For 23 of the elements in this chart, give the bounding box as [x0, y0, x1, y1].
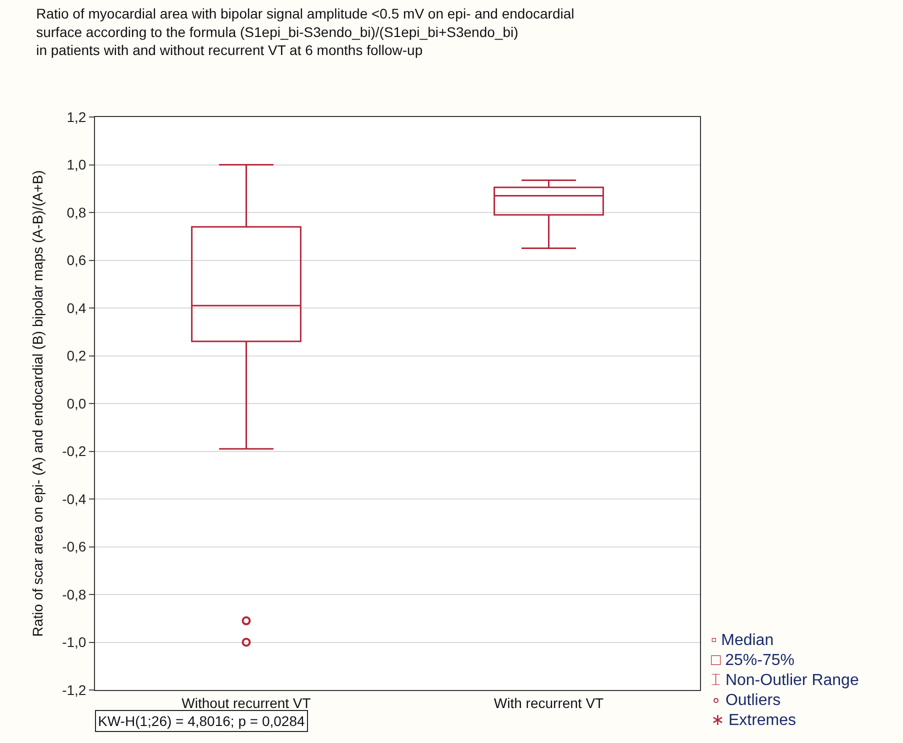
- x-tick-label: With recurrent VT: [494, 694, 604, 711]
- y-tick-label: -0,2: [62, 443, 86, 460]
- y-tick-label: -0,8: [62, 586, 86, 602]
- y-axis-title: Ratio of scar area on epi- (A) and endocardial (B) bipolar maps (A-B)/(A+B): [30, 170, 46, 637]
- y-tick-label: -0,4: [62, 490, 86, 507]
- text: ∗ Extremes: [711, 712, 796, 729]
- text: ▫ Median: [711, 632, 774, 649]
- y-tick-label: -1,2: [62, 682, 86, 698]
- y-tick-label: 0,2: [66, 348, 86, 364]
- y-tick-label: 0,4: [66, 300, 86, 316]
- text: ⌶ Non-Outlier Range: [711, 672, 859, 689]
- chart-title: Ratio of myocardial area with bipolar signal amplitude <0.5 mV on epi- and endocardial surface according to the formula (S1epi_bi-S3endo_bi)/(S1epi_bi+S3endo_bi) in patients with and without recurrent VT at 6 months follow-up: [36, 6, 574, 58]
- y-tick-label: 0,0: [66, 395, 86, 412]
- y-tick-label: 0,6: [66, 252, 86, 268]
- y-tick-label: 0,8: [66, 204, 86, 220]
- y-tick-label: 1,0: [66, 156, 86, 173]
- text: ∘ Outliers: [711, 692, 781, 709]
- y-tick-label: 1,2: [66, 108, 86, 125]
- y-tick-label: -1,0: [62, 634, 86, 650]
- text: □ 25%-75%: [711, 652, 794, 669]
- text: KW-H(1;26) = 4,8016; p = 0,0284: [98, 713, 305, 729]
- y-tick-label: -0,6: [62, 538, 86, 555]
- x-tick-label: Without recurrent VT: [182, 694, 312, 711]
